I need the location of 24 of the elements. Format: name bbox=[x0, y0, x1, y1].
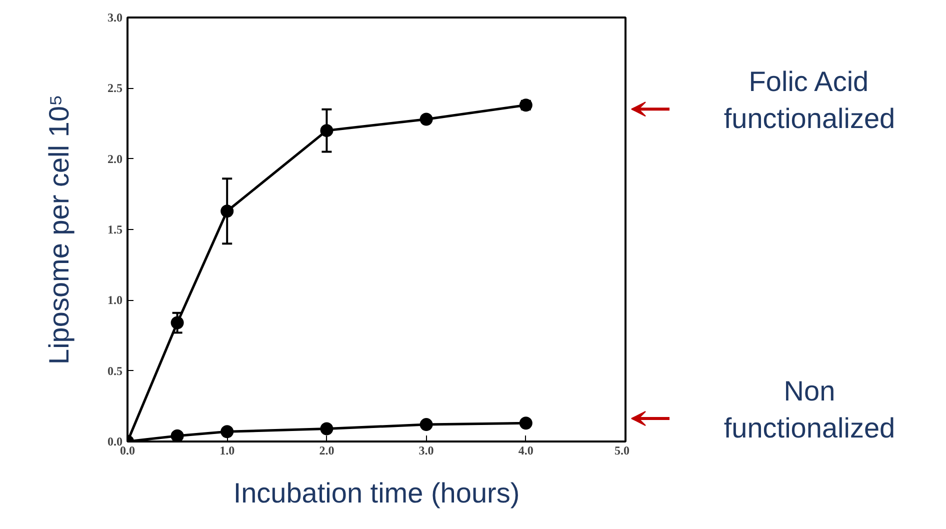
point bbox=[220, 204, 234, 218]
y-tick-label: 0.5 bbox=[108, 364, 122, 378]
point bbox=[420, 418, 433, 432]
point bbox=[320, 422, 334, 436]
point bbox=[320, 124, 334, 138]
point bbox=[420, 112, 433, 126]
y-tick-label: 1.0 bbox=[108, 293, 122, 308]
text: Non functionalized bbox=[724, 375, 896, 444]
x-tick-label: 3.0 bbox=[418, 444, 434, 458]
y-tick-label: 3.0 bbox=[108, 10, 122, 24]
x-axis-title: Incubation time (hours) bbox=[233, 478, 520, 508]
point bbox=[170, 429, 184, 442]
x-tick-label: 2.0 bbox=[319, 444, 334, 458]
x-tick-label: 4.0 bbox=[518, 444, 534, 458]
x-tick-label: 1.0 bbox=[220, 444, 235, 458]
y-tick-label: 2.0 bbox=[108, 152, 122, 166]
y-tick-label: 2.5 bbox=[108, 81, 122, 96]
text: Folic Acid functionalized bbox=[724, 66, 896, 134]
point bbox=[519, 416, 532, 430]
x-tick-label: 5.0 bbox=[614, 444, 630, 458]
point bbox=[220, 425, 234, 438]
point bbox=[170, 316, 184, 330]
y-tick-label: 1.5 bbox=[108, 222, 122, 236]
y-axis-title: Liposome per cell 10⁵ bbox=[44, 94, 74, 364]
